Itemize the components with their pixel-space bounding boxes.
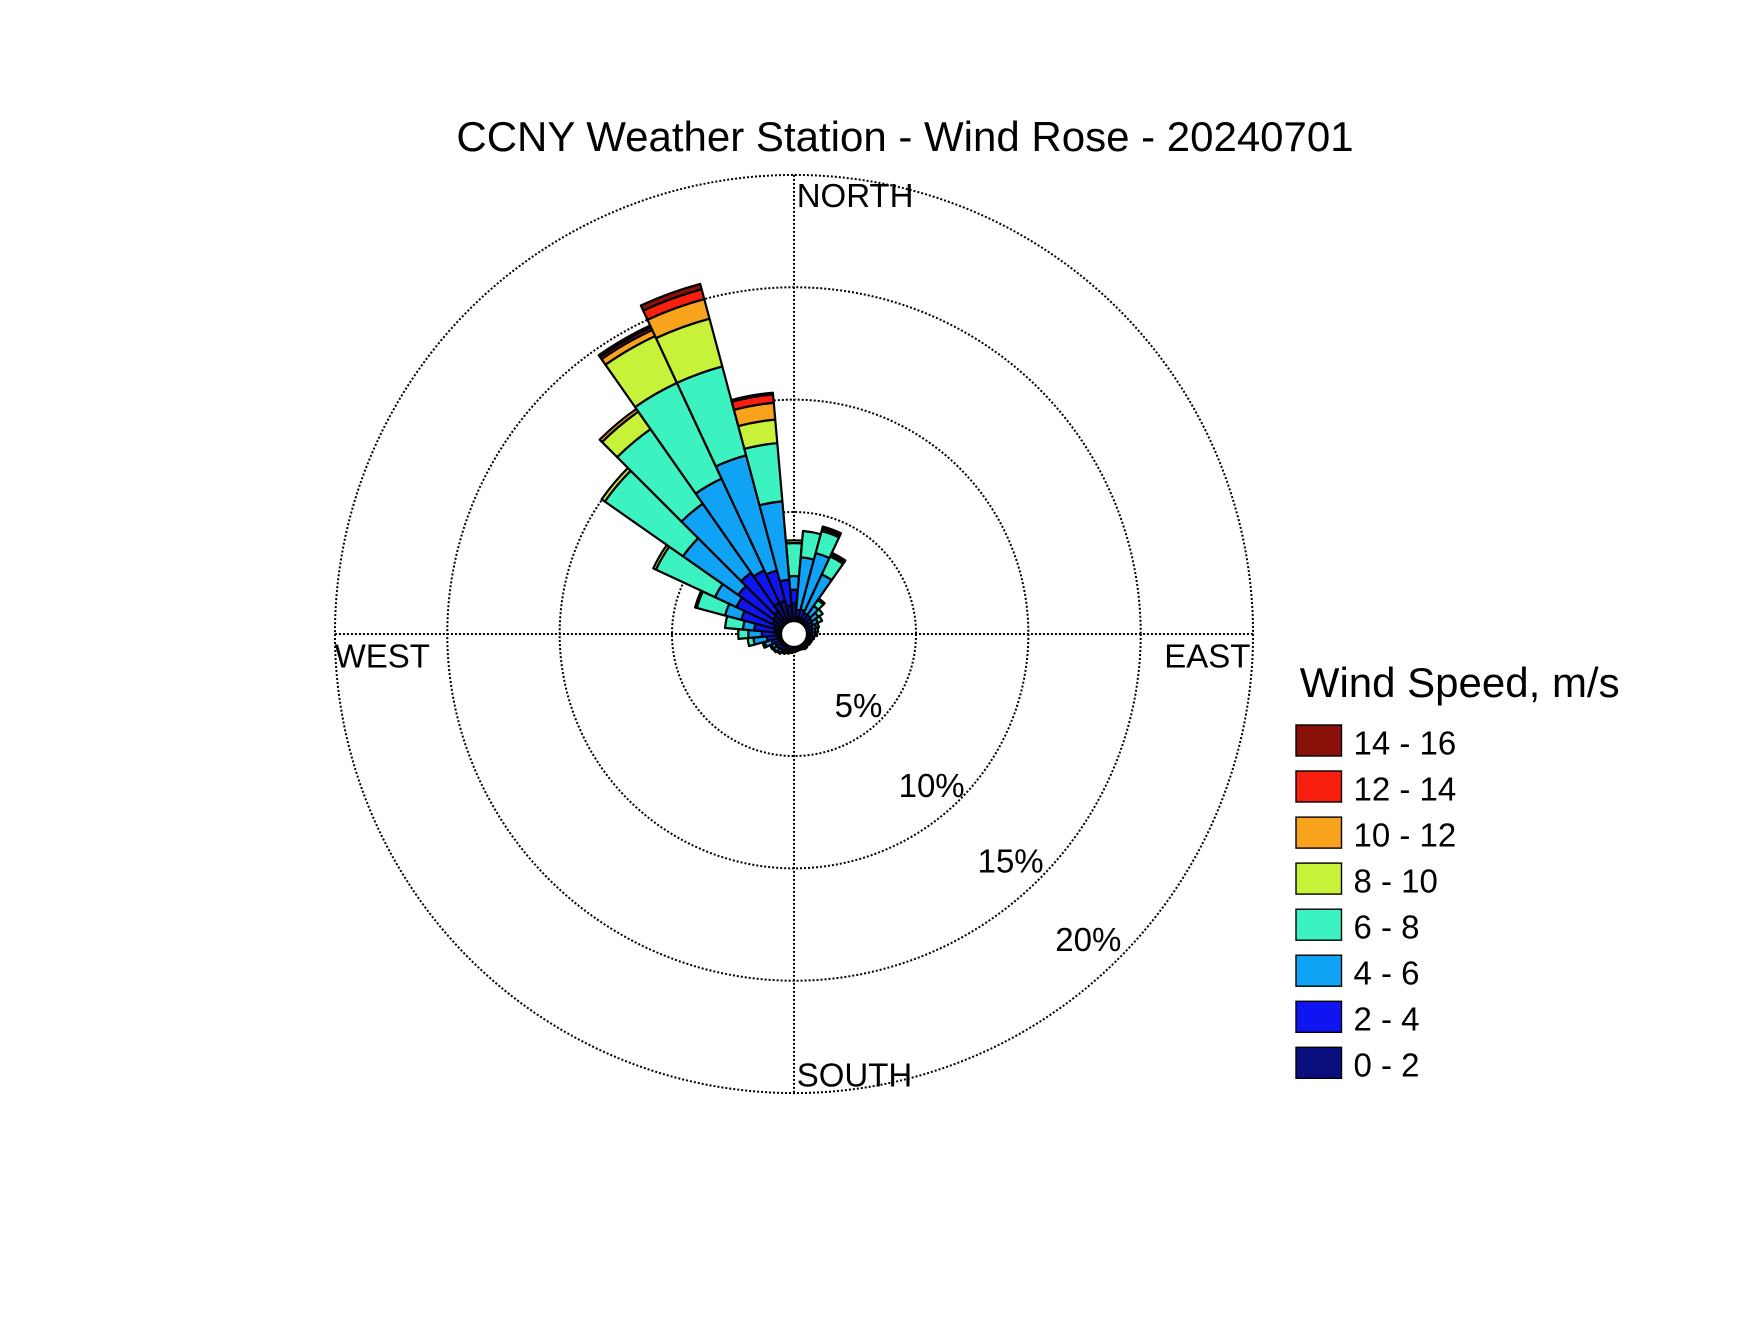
svg-text:10%: 10%	[899, 767, 965, 804]
svg-text:8 - 10: 8 - 10	[1354, 862, 1438, 899]
svg-text:4 - 6: 4 - 6	[1354, 955, 1420, 992]
svg-text:2 - 4: 2 - 4	[1354, 1001, 1420, 1038]
svg-text:12 - 14: 12 - 14	[1354, 770, 1457, 807]
svg-text:NORTH: NORTH	[797, 177, 914, 214]
svg-text:6 - 8: 6 - 8	[1354, 909, 1420, 946]
svg-text:15%: 15%	[978, 843, 1044, 880]
svg-text:Wind Speed, m/s: Wind Speed, m/s	[1300, 659, 1620, 706]
svg-text:SOUTH: SOUTH	[797, 1056, 913, 1093]
svg-text:10 - 12: 10 - 12	[1354, 816, 1457, 853]
svg-text:EAST: EAST	[1164, 638, 1250, 675]
svg-text:5%: 5%	[835, 687, 883, 724]
svg-text:0 - 2: 0 - 2	[1354, 1047, 1420, 1084]
svg-text:CCNY Weather Station - Wind Ro: CCNY Weather Station - Wind Rose - 20240…	[456, 113, 1353, 160]
svg-text:14 - 16: 14 - 16	[1354, 724, 1457, 761]
svg-text:WEST: WEST	[335, 638, 430, 675]
svg-text:20%: 20%	[1055, 921, 1121, 958]
